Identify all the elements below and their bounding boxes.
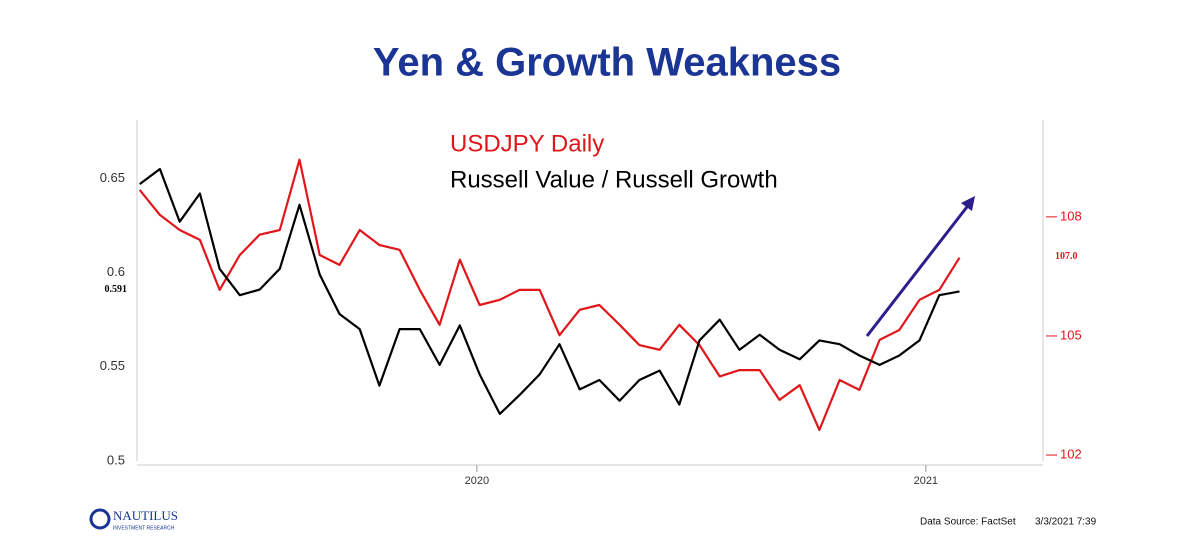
y2-tick-label: 108 xyxy=(1060,208,1082,223)
legend-entry: Russell Value / Russell Growth xyxy=(450,166,778,193)
arrow-head xyxy=(961,196,975,211)
x-tick-label: 2021 xyxy=(914,475,938,487)
logo-subtext: INVESTMENT RESEARCH xyxy=(113,525,175,531)
y-tick-label: 0.5 xyxy=(107,452,125,467)
chart-title: Yen & Growth Weakness xyxy=(373,41,841,85)
logo: NAUTILUS INVESTMENT RESEARCH xyxy=(89,508,178,531)
annotation: 107.0 xyxy=(1055,251,1078,262)
annotation: 0.591 xyxy=(105,284,128,295)
y2-tick-label: 102 xyxy=(1060,446,1082,461)
logo-icon xyxy=(89,508,111,530)
y2-tick-label: 105 xyxy=(1060,327,1082,342)
series-line xyxy=(139,167,960,415)
legend-entry: USDJPY Daily xyxy=(450,130,604,157)
y-tick-label: 0.65 xyxy=(100,170,125,185)
timestamp: 3/3/2021 7:39 xyxy=(1035,517,1097,528)
y-tick-label: 0.55 xyxy=(100,358,125,373)
series-line xyxy=(138,158,961,432)
y-tick-label: 0.6 xyxy=(107,264,125,279)
logo-text: NAUTILUS xyxy=(113,508,178,523)
source-note: Data Source: FactSet xyxy=(920,517,1016,528)
x-tick-label: 2020 xyxy=(465,475,489,487)
trend-arrow xyxy=(865,202,972,337)
